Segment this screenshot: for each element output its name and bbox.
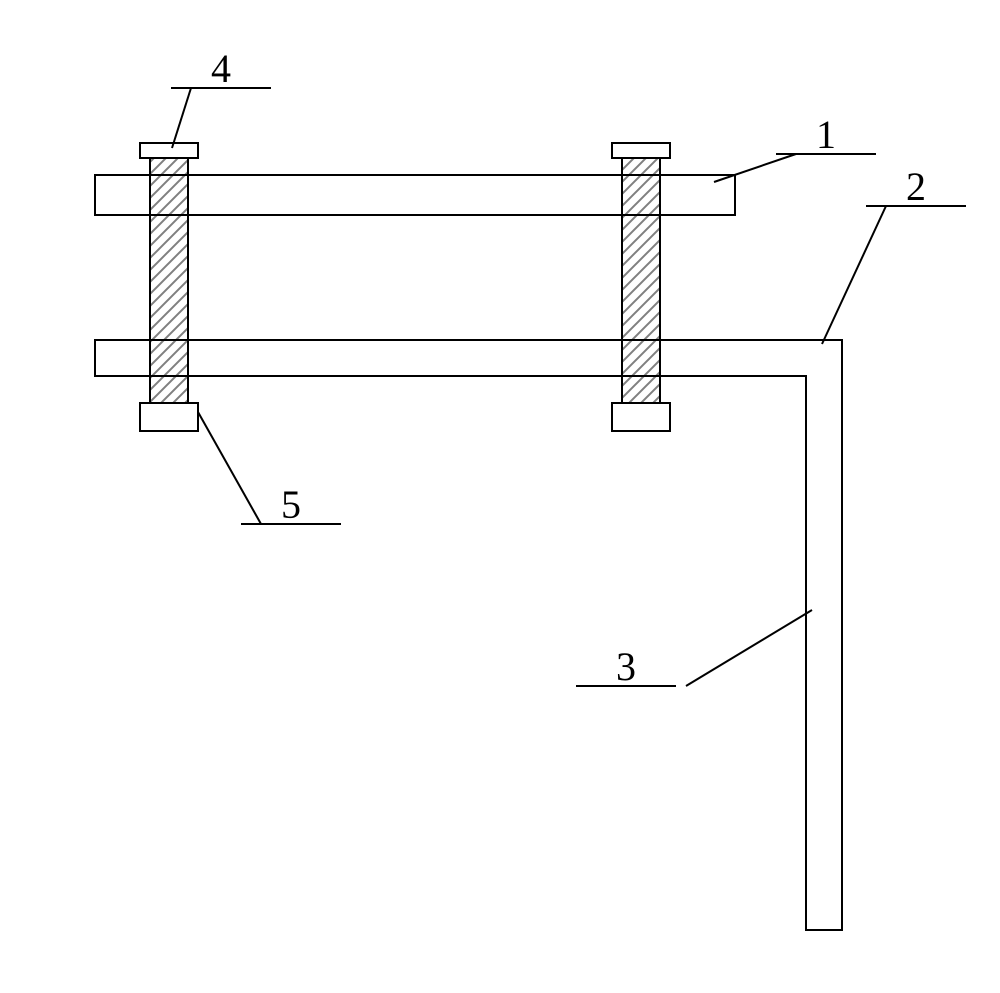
bolt-nut-2: [612, 403, 670, 431]
label-2: 2: [906, 164, 926, 209]
leader-5: [198, 412, 261, 524]
bolt-shaft-2: [622, 158, 660, 403]
leader-2: [822, 206, 886, 344]
bolt-head-1: [140, 143, 198, 158]
bolt-head-2: [612, 143, 670, 158]
leader-4: [172, 88, 191, 148]
label-1: 1: [816, 112, 836, 157]
label-5: 5: [281, 482, 301, 527]
label-3: 3: [616, 644, 636, 689]
leader-1: [714, 154, 796, 182]
bolt-shaft-1: [150, 158, 188, 403]
bolt-nut-1: [140, 403, 198, 431]
label-4: 4: [211, 46, 231, 91]
leader-3: [686, 610, 812, 686]
